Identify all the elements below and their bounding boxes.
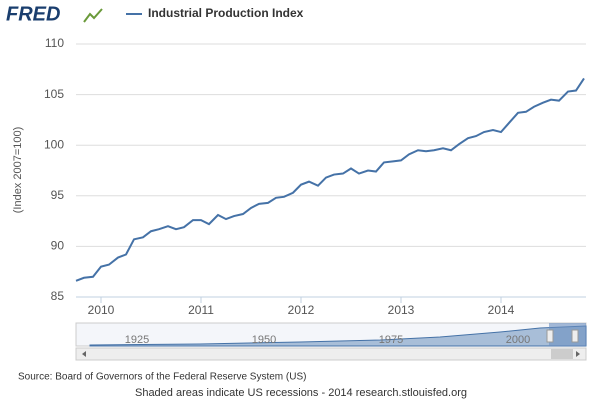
y-tick-label: 105 <box>44 87 64 101</box>
navigator-handle[interactable] <box>546 329 554 343</box>
navigator-selection[interactable] <box>549 323 586 346</box>
navigator-handle[interactable] <box>571 329 579 343</box>
navigator-label: 1950 <box>252 334 276 346</box>
scrollbar-thumb[interactable] <box>551 349 573 359</box>
navigator-label: 1925 <box>125 334 149 346</box>
x-tick-label: 2010 <box>88 303 115 317</box>
logo-icon <box>83 8 103 23</box>
x-tick-label: 2012 <box>288 303 315 317</box>
scrollbar[interactable] <box>75 347 587 361</box>
footer: Shaded areas indicate US recessions - 20… <box>135 387 467 399</box>
logo: FRED <box>6 3 60 25</box>
y-axis-label: (Index 2007=100) <box>12 127 24 214</box>
y-tick-label: 95 <box>51 188 65 202</box>
y-tick-label: 100 <box>44 137 64 151</box>
legend-label: Industrial Production Index <box>148 6 304 20</box>
x-tick-label: 2013 <box>388 303 415 317</box>
navigator-label: 1975 <box>379 334 403 346</box>
navigator-label: 2000 <box>506 334 530 346</box>
x-tick-label: 2011 <box>188 303 214 317</box>
y-tick-label: 110 <box>45 36 64 50</box>
series-line <box>75 77 585 282</box>
y-tick-label: 90 <box>51 239 65 253</box>
x-tick-label: 2014 <box>488 303 515 317</box>
source: Source: Board of Governors of the Federa… <box>18 372 306 383</box>
y-tick-label: 85 <box>51 289 65 303</box>
